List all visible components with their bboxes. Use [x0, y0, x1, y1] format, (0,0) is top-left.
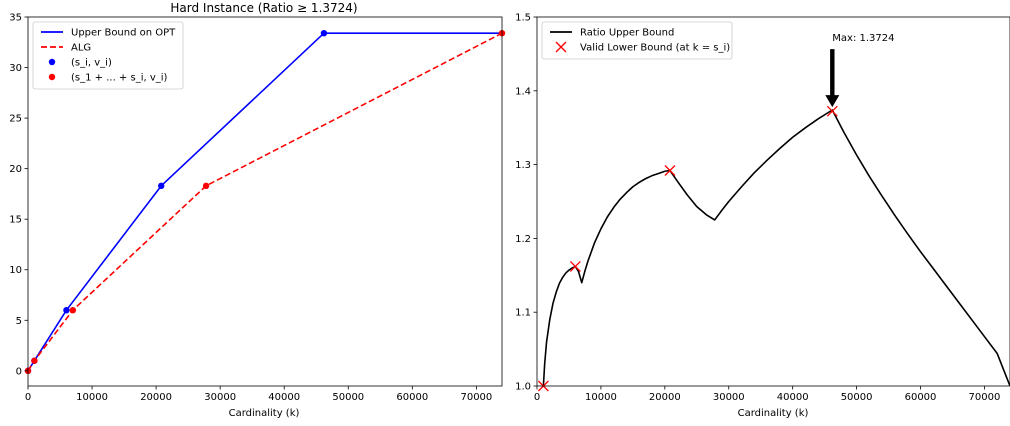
chart-right-ytick-label: 1.4 [515, 86, 531, 97]
chart-left-legend-item: Upper Bound on OPT [41, 28, 176, 39]
chart-left-legend-label: (s_i, v_i) [71, 58, 112, 69]
chart-left-clipped-marks [24, 29, 506, 375]
chart-right-xtick-label: 20000 [649, 392, 681, 403]
chart-left-legend: Upper Bound on OPT ALG (s_i, v_i) (s_1 + ..… [32, 21, 184, 90]
chart-right-axes: 0 10000 20000 30000 40000 50000 60000 70000 1.0 1… [515, 13, 1010, 403]
chart-left-legend-label: (s_1 + ... + s_i, v_i) [71, 73, 168, 84]
chart-right-series-1-marker [664, 165, 676, 176]
chart-left-legend-item: (s_1 + ... + s_i, v_i) [48, 73, 168, 84]
chart-right-legend: Ratio Upper Bound Valid Lower Bound (at k… [541, 21, 733, 60]
chart-right-legend-handle [555, 41, 567, 53]
chart-left-ytick-label: 10 [9, 265, 22, 276]
chart-left-xtick-label: 70000 [460, 392, 492, 403]
chart-left-xtick-label: 30000 [204, 392, 236, 403]
chart-left-legend-label: Upper Bound on OPT [71, 28, 176, 39]
chart-left-series-2-point [158, 182, 165, 190]
chart-left-xtick-label: 10000 [76, 392, 108, 403]
chart-right-annotation: Max: 1.3724 [825, 33, 895, 108]
chart-left-series-3-point [202, 182, 210, 190]
chart-right-legend-label: Ratio Upper Bound [580, 28, 674, 39]
chart-left-ytick-label: 35 [9, 13, 22, 24]
chart-right-series-1-marker [826, 105, 838, 117]
chart-left-xtick-label: 20000 [140, 392, 172, 403]
chart-right-annotation-label: Max: 1.3724 [832, 33, 894, 44]
chart-right-series-1-marker-stroke [664, 165, 676, 176]
chart-right-marks [537, 105, 1010, 392]
chart-right-xtick-label: 30000 [713, 392, 745, 403]
chart-right-xtick-label: 10000 [585, 392, 617, 403]
chart-right-ytick-label: 1.0 [515, 382, 531, 393]
chart-left-xtick-label: 60000 [396, 392, 428, 403]
chart-left-ytick-label: 20 [9, 164, 22, 175]
chart-right-ytick-label: 1.5 [515, 13, 531, 24]
chart-left-marks [24, 29, 506, 375]
chart-left-ytick-label: 15 [9, 215, 22, 226]
chart-right-series-1-marker [569, 260, 581, 272]
chart-left-series-2-point [320, 29, 328, 37]
chart-right-ytick-label: 1.1 [515, 308, 531, 319]
chart-left-xtick-label: 0 [25, 392, 31, 403]
chart-right-xlabel: Cardinality (k) [738, 408, 809, 419]
chart-left-xtick-label: 40000 [268, 392, 300, 403]
chart-left-ytick-label: 5 [16, 316, 22, 327]
chart-left-legend-item: ALG [41, 43, 91, 54]
chart-right-series-0-line [542, 109, 1010, 387]
chart-left-frame [27, 16, 503, 387]
figure-title: Hard Instance (Ratio ≥ 1.3724) [170, 1, 357, 15]
chart-right-legend-frame [541, 21, 733, 60]
chart-left-series-3-point [69, 306, 77, 314]
chart-left-axes: 0 10000 20000 30000 40000 50000 60000 70000 0 5 10… [9, 13, 503, 403]
chart-right-xtick-label: 40000 [777, 392, 809, 403]
chart-left-legend-handle [48, 73, 56, 81]
chart-right-xtick-label: 70000 [969, 392, 1001, 403]
chart-left-ytick-label: 25 [9, 114, 22, 125]
chart-right-legend-label: Valid Lower Bound (at k = s_i) [580, 43, 730, 54]
chart-left-ytick-label: 0 [16, 366, 22, 377]
chart-right-xtick-label: 50000 [841, 392, 873, 403]
chart-left-legend-handle [48, 58, 56, 66]
chart-left-xlabel: Cardinality (k) [229, 408, 300, 419]
chart-right-frame [536, 16, 1010, 387]
chart-left-series-2-point [63, 306, 70, 314]
chart-left-xtick-label: 50000 [332, 392, 364, 403]
chart-left-legend-label: ALG [71, 43, 91, 54]
chart-right-ytick-label: 1.2 [515, 234, 531, 245]
chart-right-series-1-marker-stroke [569, 260, 581, 272]
chart-left-ytick-label: 30 [9, 63, 22, 74]
chart-left: 0 10000 20000 30000 40000 50000 60000 70000 0 5 10… [9, 13, 506, 419]
chart-right: 0 10000 20000 30000 40000 50000 60000 70000 1.0 1… [515, 13, 1010, 419]
chart-right-legend-item: Valid Lower Bound (at k = s_i) [555, 41, 730, 54]
chart-right-series-1-marker-stroke [826, 105, 838, 117]
chart-left-legend-frame [32, 21, 184, 90]
chart-left-series-3-point [31, 357, 38, 364]
chart-left-legend-item: (s_i, v_i) [48, 58, 112, 69]
chart-right-clipped-marks [537, 105, 1010, 392]
chart-right-xtick-label: 60000 [905, 392, 937, 403]
chart-right-annotation-arrow [825, 49, 840, 108]
chart-right-legend-item: Ratio Upper Bound [550, 28, 674, 39]
chart-right-xtick-label: 0 [534, 392, 540, 403]
chart-right-ytick-label: 1.3 [515, 160, 531, 171]
